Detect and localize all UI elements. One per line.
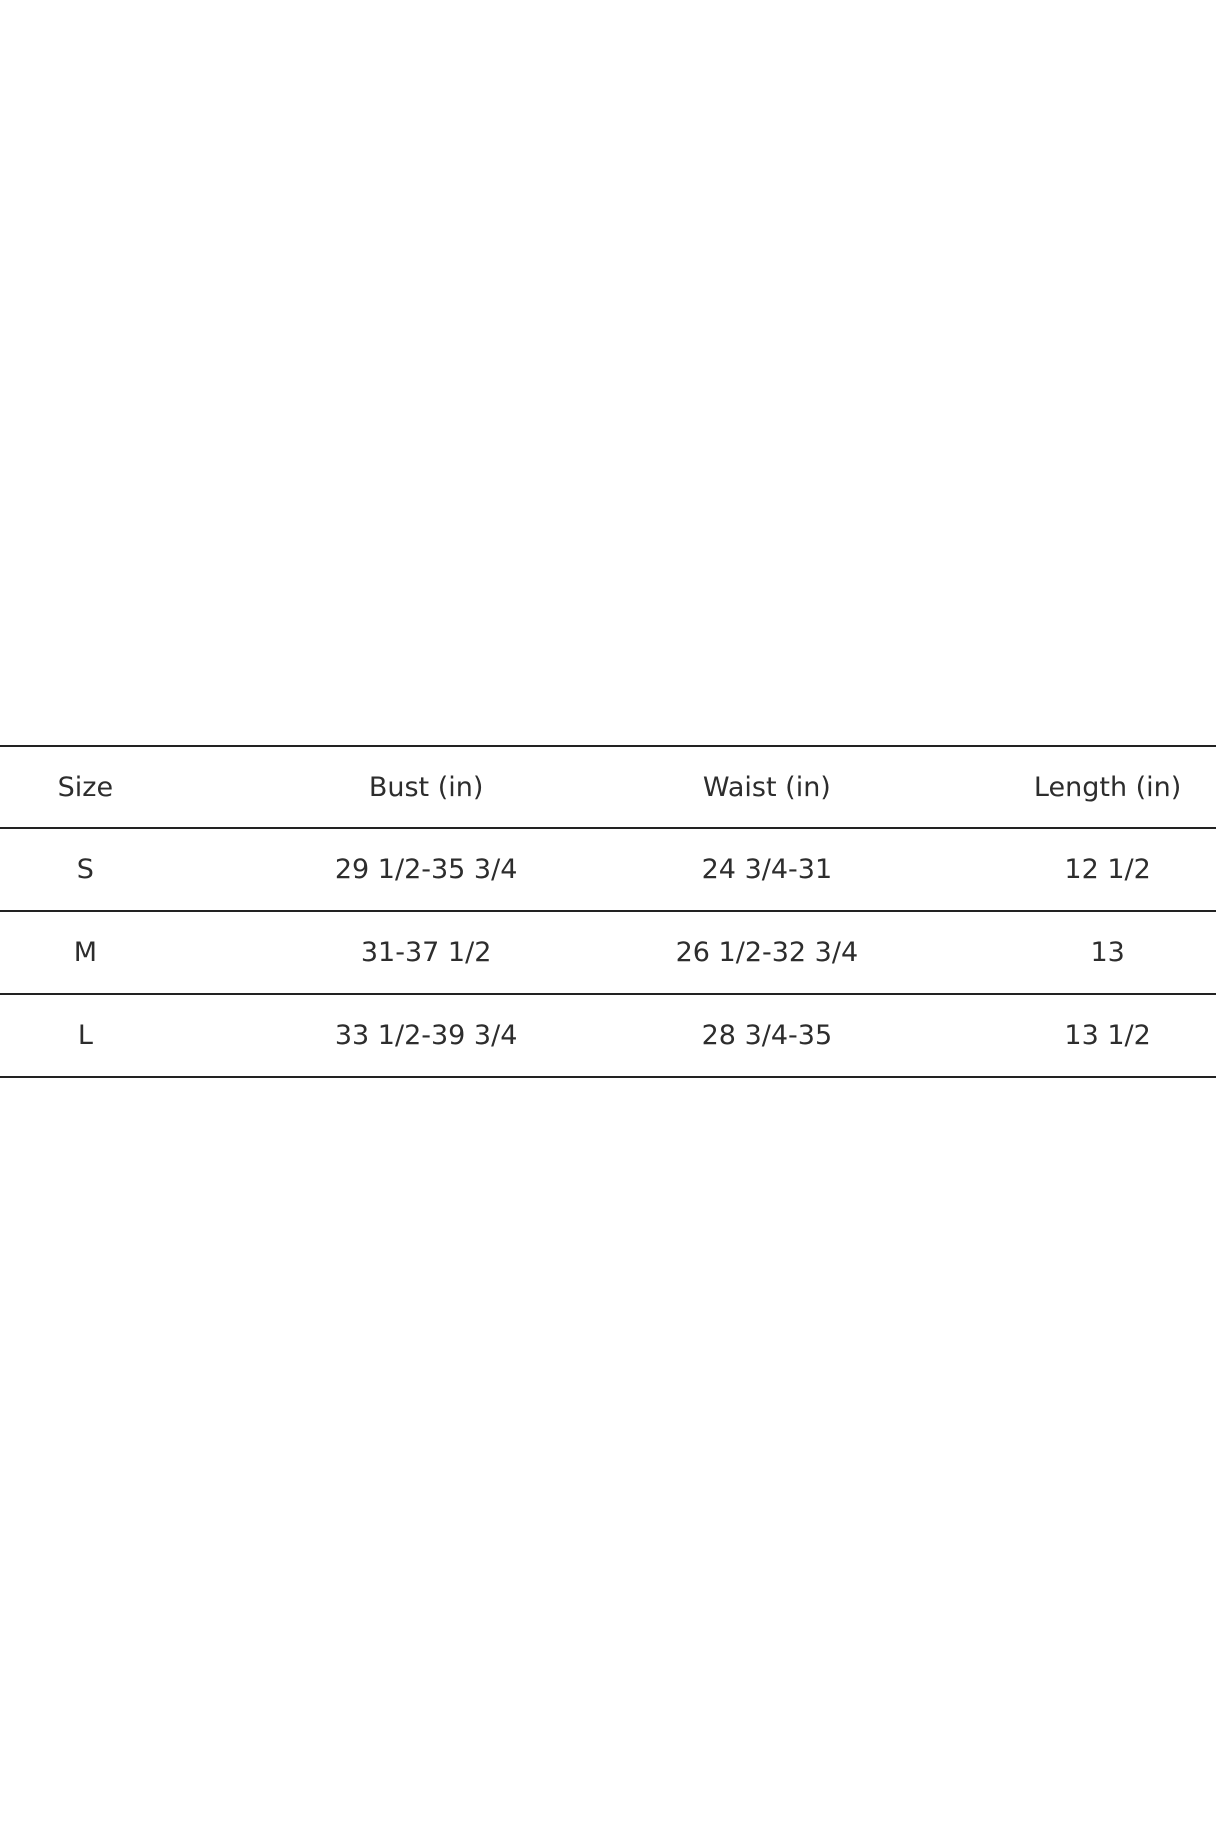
table-row-l: L 33 1/2-39 3/4 28 3/4-35 13 1/2 xyxy=(0,993,1216,1077)
cell-waist-m: 26 1/2-32 3/4 xyxy=(596,910,938,994)
column-header-bust: Bust (in) xyxy=(255,745,597,828)
cell-waist-s: 24 3/4-31 xyxy=(596,827,938,911)
cell-length-l: 13 1/2 xyxy=(937,993,1216,1077)
cell-bust-l: 33 1/2-39 3/4 xyxy=(255,993,597,1077)
cell-bust-m: 31-37 1/2 xyxy=(255,910,597,994)
cell-waist-l: 28 3/4-35 xyxy=(596,993,938,1077)
cell-length-m: 13 xyxy=(937,910,1216,994)
column-header-size: Size xyxy=(0,745,256,828)
cell-length-s: 12 1/2 xyxy=(937,827,1216,911)
size-chart-table: Size Bust (in) Waist (in) Length (in) S … xyxy=(0,745,1216,1078)
table-row-s: S 29 1/2-35 3/4 24 3/4-31 12 1/2 xyxy=(0,827,1216,911)
cell-size-l: L xyxy=(0,993,256,1077)
column-header-length: Length (in) xyxy=(937,745,1216,828)
table-header-row: Size Bust (in) Waist (in) Length (in) xyxy=(0,745,1216,828)
cell-size-m: M xyxy=(0,910,256,994)
column-header-waist: Waist (in) xyxy=(596,745,938,828)
cell-bust-s: 29 1/2-35 3/4 xyxy=(255,827,597,911)
table-row-m: M 31-37 1/2 26 1/2-32 3/4 13 xyxy=(0,910,1216,994)
cell-size-s: S xyxy=(0,827,256,911)
